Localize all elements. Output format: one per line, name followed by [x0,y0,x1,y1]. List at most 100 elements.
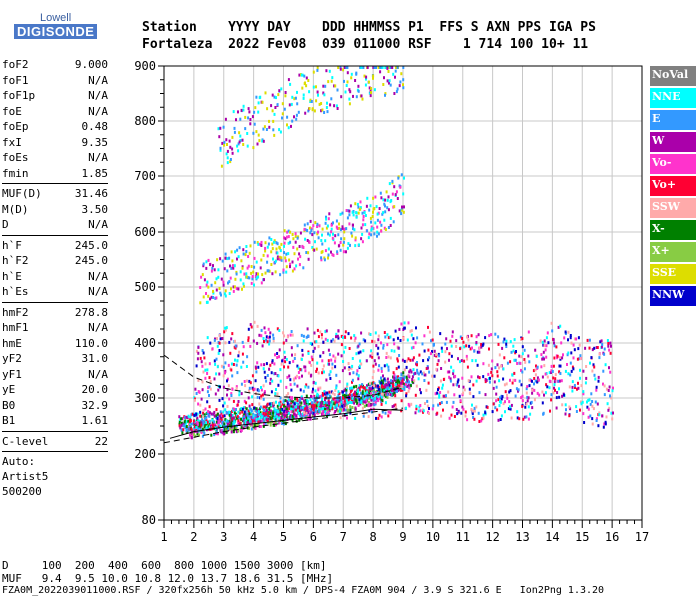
echo-dot [291,353,293,357]
echo-dot [284,422,287,426]
param-label: MUF(D) [2,187,42,200]
echo-dot [259,420,262,423]
echo-dot [220,414,223,418]
echo-dot [548,386,551,390]
echo-dot [289,378,292,382]
echo-dot [570,341,573,345]
echo-dot [374,397,377,400]
echo-dot [518,354,521,358]
x-tick-label: 1 [160,530,167,544]
echo-dot [264,271,267,275]
echo-dot [305,84,308,88]
echo-dot [611,417,614,421]
echo-dot [255,272,258,276]
echo-dot [223,267,226,271]
echo-dot [397,365,400,369]
echo-dot [240,365,243,369]
echo-dot [345,412,348,416]
echo-dot [360,396,363,400]
echo-dot [185,429,188,433]
echo-dot [198,421,201,425]
echo-dot [484,336,487,340]
echo-dot [222,427,225,431]
echo-dot [223,140,226,144]
echo-dot [516,410,519,414]
echo-dot [257,412,260,416]
echo-dot [365,386,368,390]
echo-dot [355,215,358,219]
echo-dot [411,358,414,362]
echo-dot [305,251,308,254]
echo-dot [229,427,231,431]
echo-dot [215,277,218,281]
echo-dot [370,392,372,396]
echo-dot [235,118,237,122]
echo-dot [375,416,377,420]
echo-dot [335,403,338,407]
echo-dot [257,420,260,424]
echo-dot [607,389,610,392]
echo-dot [198,433,201,437]
footer-distance: D 100 200 400 600 800 1000 1500 3000 [km… [2,559,327,572]
echo-dot [543,339,546,343]
echo-dot [508,390,511,394]
echo-dot [273,112,276,116]
param-label: foF2 [2,58,29,71]
echo-dot [540,353,543,357]
echo-dot [303,82,306,86]
param-label: fxI [2,135,22,149]
echo-dot [568,385,571,389]
echo-dot [261,415,264,419]
echo-dot [294,232,297,236]
echo-dot [201,349,204,352]
echo-dot [401,384,404,388]
echo-dot [367,400,370,404]
echo-dot [593,373,596,377]
echo-dot [487,363,490,367]
echo-dot [219,410,222,414]
echo-dot [265,128,268,131]
echo-dot [178,424,181,428]
echo-dot [296,102,299,106]
echo-dot [283,244,285,248]
echo-dot [364,214,367,217]
echo-dot [598,352,601,356]
echo-dot [284,94,287,98]
echo-dot [207,420,209,424]
echo-dot [505,339,508,343]
echo-dot [249,419,252,423]
echo-dot [542,343,545,347]
echo-dot [208,362,211,366]
echo-dot [422,359,425,363]
echo-dot [403,205,405,209]
echo-dot [252,388,255,392]
echo-dot [285,394,288,398]
echo-dot [497,418,500,422]
echo-dot [227,384,230,388]
echo-dot [402,384,405,388]
echo-dot [309,219,312,223]
echo-dot [397,346,400,350]
x-tick-label: 9 [399,530,406,544]
echo-dot [181,417,184,421]
echo-dot [405,365,408,369]
echo-dot [267,242,270,246]
echo-dot [202,411,205,415]
echo-dot [323,93,326,97]
echo-dot [562,353,564,357]
x-tick-label: 10 [426,530,440,544]
echo-dot [592,363,595,367]
echo-dot [461,405,464,409]
legend-item-ssw: SSW [650,198,696,218]
echo-dot [295,113,298,117]
echo-dot [424,373,427,377]
echo-dot [234,250,237,254]
echo-dot [354,244,357,248]
echo-dot [262,139,265,143]
echo-dot [208,394,210,397]
echo-dot [334,84,337,88]
echo-dot [257,423,260,427]
echo-dot [427,381,430,385]
param-label: B0 [2,398,16,412]
echo-dot [262,424,265,428]
